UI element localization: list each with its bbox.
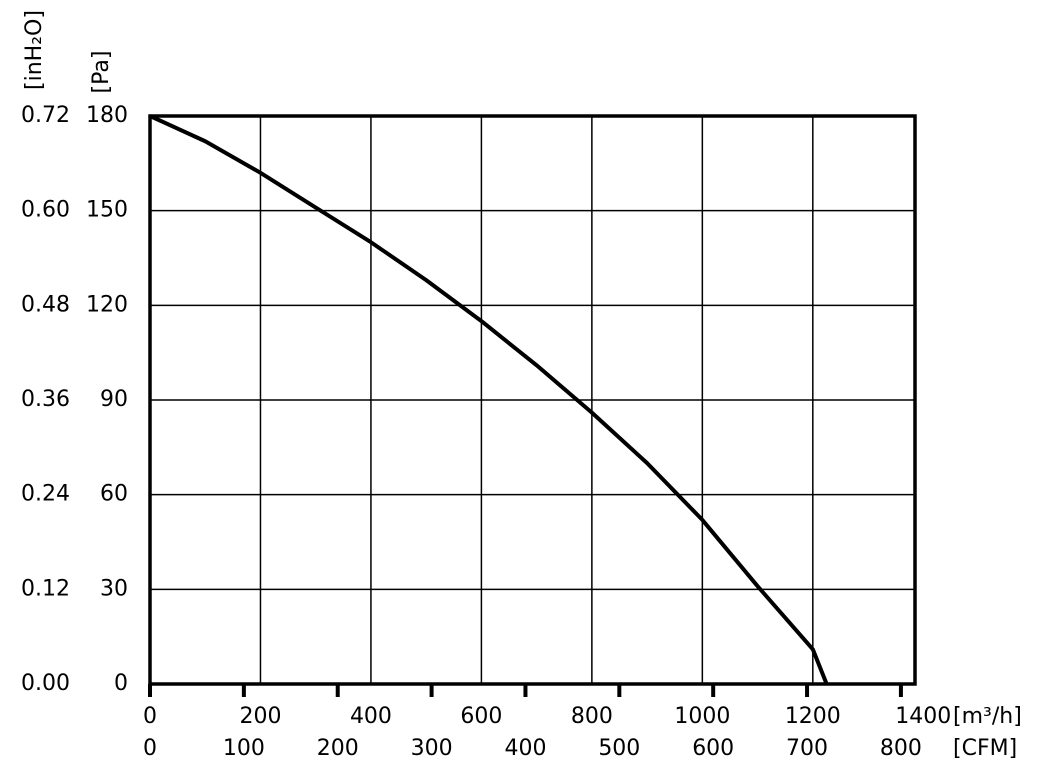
x-tick-label: 600 [460,704,502,729]
x-tick-label: 200 [239,704,281,729]
plot-frame [148,114,917,686]
x2-tick-label: 400 [504,736,546,761]
x-tick-label: 1000 [674,704,730,729]
x2-tick-label: 600 [692,736,734,761]
x-tick-label: 1400 [895,704,951,729]
y2-tick-label: 0.36 [21,387,70,412]
y2-axis-label: [inH₂O] [22,10,47,90]
x-tick-label: 0 [143,704,157,729]
y2-tick-label: 0.72 [21,103,70,128]
y-tick-label: 180 [86,103,128,128]
y-tick-label: 0 [114,671,128,696]
x2-tick-label: 300 [411,736,453,761]
curve [149,114,829,685]
x2-tick-label: 0 [143,736,157,761]
y2-tick-label: 0.60 [21,198,70,223]
x-tick-label: 1200 [785,704,841,729]
x2-tick-label: 200 [317,736,359,761]
y-tick-label: 60 [100,482,128,507]
y-tick-label: 120 [86,292,128,317]
x-tick-label: 800 [571,704,613,729]
x2-axis-label: [CFM] [953,736,1017,761]
y-tick-label: 90 [100,387,128,412]
y-tick-label: 150 [86,198,128,223]
y2-tick-label: 0.24 [21,482,70,507]
x-tick-label: 400 [350,704,392,729]
y2-tick-label: 0.00 [21,671,70,696]
y-axis-label: [Pa] [89,51,114,94]
y-tick-label: 30 [100,576,128,601]
x2-tick-label: 800 [880,736,922,761]
x-axis-label: [m³/h] [953,704,1022,729]
y2-tick-label: 0.12 [21,576,70,601]
x2-tick-label: 500 [598,736,640,761]
x2-tick-label: 700 [786,736,828,761]
y2-tick-label: 0.48 [21,292,70,317]
x2-tick-label: 100 [223,736,265,761]
